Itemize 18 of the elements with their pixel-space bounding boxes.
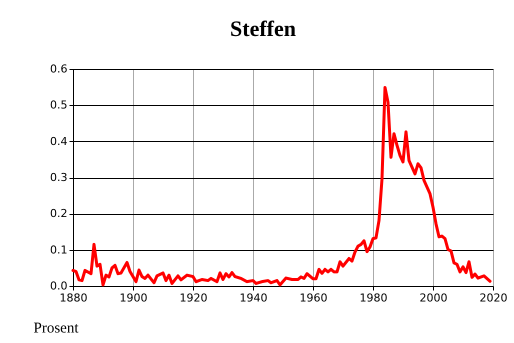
y-tick-label: 0.1 bbox=[50, 243, 68, 256]
x-tick-label: 1880 bbox=[60, 292, 88, 304]
y-tick-label: 0.2 bbox=[50, 207, 68, 220]
line-series bbox=[72, 86, 492, 286]
y-tick-label: 0.6 bbox=[50, 62, 68, 76]
y-tick-label: 0.4 bbox=[50, 134, 68, 148]
x-tick-label: 2000 bbox=[420, 292, 448, 304]
x-tick-label: 1940 bbox=[240, 292, 268, 304]
x-tick-label: 1920 bbox=[180, 292, 208, 304]
x-tick-label: 1900 bbox=[120, 292, 148, 304]
chart-title: Steffen bbox=[230, 16, 296, 41]
y-tick-label: 0.3 bbox=[50, 171, 68, 184]
y-tick-label: 0.0 bbox=[50, 280, 68, 292]
x-tick-label: 2020 bbox=[480, 292, 508, 304]
y-tick-label: 0.5 bbox=[50, 98, 68, 112]
y-axis-title: Prosent bbox=[34, 320, 80, 336]
x-tick-label: 1980 bbox=[360, 292, 388, 304]
x-tick-label: 1960 bbox=[300, 292, 328, 304]
